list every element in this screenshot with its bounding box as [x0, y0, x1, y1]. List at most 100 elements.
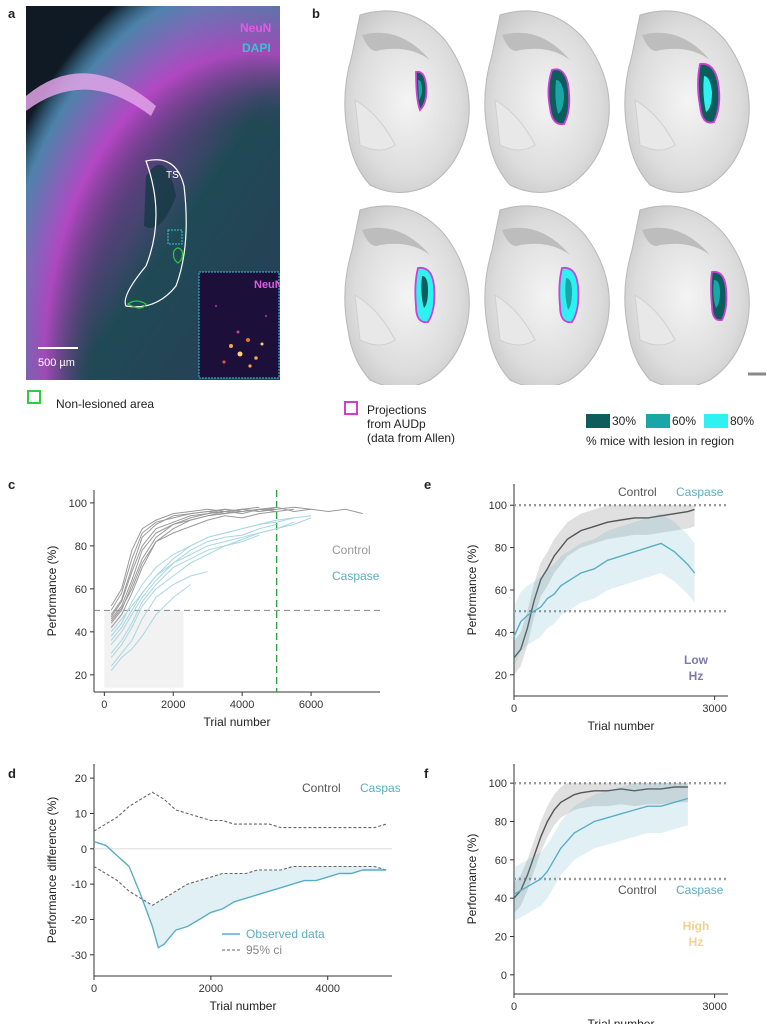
- legend-label-30: 30%: [612, 414, 637, 428]
- series-line-caspase: [513, 797, 689, 895]
- region-label-ts: TS: [166, 170, 179, 181]
- y-tick-label: -30: [71, 950, 87, 962]
- lesion-legend-caption: % mice with lesion in region: [586, 434, 735, 448]
- panel-a-letter: a: [8, 6, 16, 21]
- chart-f: 0 3000 0 20 40 60 80 100 Trial number Performance…: [465, 764, 728, 1024]
- x-axis-label: Trial number: [210, 999, 277, 1013]
- y-tick-label: 20: [495, 932, 507, 944]
- brain-section-4: [344, 205, 470, 385]
- legend-top-caspase: Caspase: [360, 781, 400, 795]
- y-tick-label: 80: [495, 817, 507, 829]
- y-tick-label: 80: [75, 541, 87, 553]
- legend-swatch-60: [646, 414, 670, 428]
- series-line-caspase-10: [110, 534, 260, 654]
- y-axis-label: Performance difference (%): [45, 797, 59, 944]
- x-tick-label: 2000: [199, 983, 223, 995]
- ci-upper-line: [93, 791, 387, 832]
- legend-swatch-projections: [344, 401, 358, 415]
- series-line-caspase-15: [110, 515, 312, 637]
- non-lesioned-area-1: [172, 247, 184, 264]
- chart-c: 0 2000 4000 6000 20 40 60 80 100 Trial number Perf…: [45, 490, 380, 729]
- x-tick-label: 0: [511, 1001, 517, 1013]
- legend-label-60: 60%: [672, 414, 697, 428]
- brain-section-2: [484, 10, 610, 194]
- series-line-caspase: [513, 542, 696, 637]
- series-line-caspase-14: [110, 521, 295, 641]
- legend-observed: Observed data: [246, 927, 325, 941]
- panel-a-micrograph: TS NeuN NeuN DAPI 500 µm: [26, 6, 280, 380]
- y-tick-label: 100: [489, 778, 507, 790]
- inset-label-neun: NeuN: [254, 279, 280, 291]
- legend-top-control: Control: [302, 781, 341, 795]
- legend-swatch-30: [586, 414, 610, 428]
- y-tick-label: -10: [71, 879, 87, 891]
- y-tick-label: 10: [75, 808, 87, 820]
- y-axis-label: Performance (%): [465, 834, 479, 925]
- x-tick-label: 4000: [230, 699, 254, 711]
- scale-bar-label: 500 µm: [38, 357, 75, 369]
- ts-outline: [124, 159, 187, 308]
- x-axis-label: Trial number: [588, 1017, 655, 1024]
- inset-neun: [198, 271, 280, 379]
- legend-swatch-non-lesioned: [27, 390, 41, 404]
- panel-b-brain-sections: [344, 10, 766, 385]
- series-line-caspase-12: [110, 571, 208, 667]
- stain-label-dapi: DAPI: [242, 41, 271, 55]
- y-tick-label: 80: [495, 543, 507, 555]
- frequency-label-line1: Low: [684, 653, 709, 667]
- legend-label-80: 80%: [730, 414, 755, 428]
- panel-b-letter: b: [312, 6, 320, 21]
- panel-c-letter: c: [8, 477, 16, 492]
- brain-section-5: [484, 205, 610, 385]
- legend-control: Control: [618, 883, 657, 897]
- ci-lower-line: [93, 865, 387, 906]
- series-line-control-6: [110, 508, 277, 618]
- series-line-control-5: [110, 511, 243, 628]
- y-tick-label: 60: [495, 585, 507, 597]
- brain-section-6: [624, 205, 750, 385]
- y-tick-label: 40: [495, 893, 507, 905]
- legend-projections-line3: (data from Allen): [367, 431, 456, 445]
- x-tick-label: 0: [511, 703, 517, 715]
- non-lesioned-area-2: [126, 300, 147, 309]
- y-tick-label: 100: [489, 500, 507, 512]
- legend-caspase: Caspase: [676, 485, 724, 499]
- y-tick-label: 0: [81, 844, 87, 856]
- brain-section-1: [344, 10, 470, 194]
- ci-band-control: [514, 783, 688, 914]
- x-tick-label: 0: [101, 699, 107, 711]
- y-tick-label: 0: [501, 970, 507, 982]
- y-tick-label: 20: [75, 670, 87, 682]
- y-axis-label: Performance (%): [45, 546, 59, 637]
- difference-area: [94, 866, 387, 948]
- series-line-control-4: [110, 506, 260, 607]
- stain-label-neun: NeuN: [240, 21, 271, 35]
- observed-data-line: [93, 841, 387, 949]
- y-tick-label: 20: [495, 670, 507, 682]
- panel-e-letter: e: [424, 477, 432, 492]
- hippocampus: [26, 73, 156, 116]
- x-tick-label: 4000: [315, 983, 339, 995]
- x-tick-label: 3000: [702, 703, 726, 715]
- legend-control: Control: [332, 543, 371, 557]
- frequency-label-line2: Hz: [689, 935, 704, 949]
- y-tick-label: 60: [75, 584, 87, 596]
- ci-band-control: [514, 505, 695, 675]
- legend-control: Control: [618, 485, 657, 499]
- series-line-control: [513, 786, 688, 899]
- inset-source-box: [167, 229, 183, 245]
- legend-projections-line1: Projections: [367, 403, 427, 417]
- x-tick-label: 0: [91, 983, 97, 995]
- y-tick-label: -20: [71, 914, 87, 926]
- legend-caspase: Caspase: [332, 569, 380, 583]
- legend-label-non-lesioned: Non-lesioned area: [56, 397, 155, 411]
- legend-projections: Projections from AUDp (data from Allen): [367, 403, 455, 445]
- x-tick-label: 3000: [702, 1001, 726, 1013]
- x-axis-label: Trial number: [588, 719, 655, 733]
- series-line-control: [513, 508, 695, 659]
- y-tick-label: 100: [69, 498, 87, 510]
- legend-swatch-80: [704, 414, 728, 428]
- x-tick-label: 6000: [299, 699, 323, 711]
- x-axis-label: Trial number: [204, 715, 271, 729]
- legend-ci: 95% ci: [246, 943, 282, 957]
